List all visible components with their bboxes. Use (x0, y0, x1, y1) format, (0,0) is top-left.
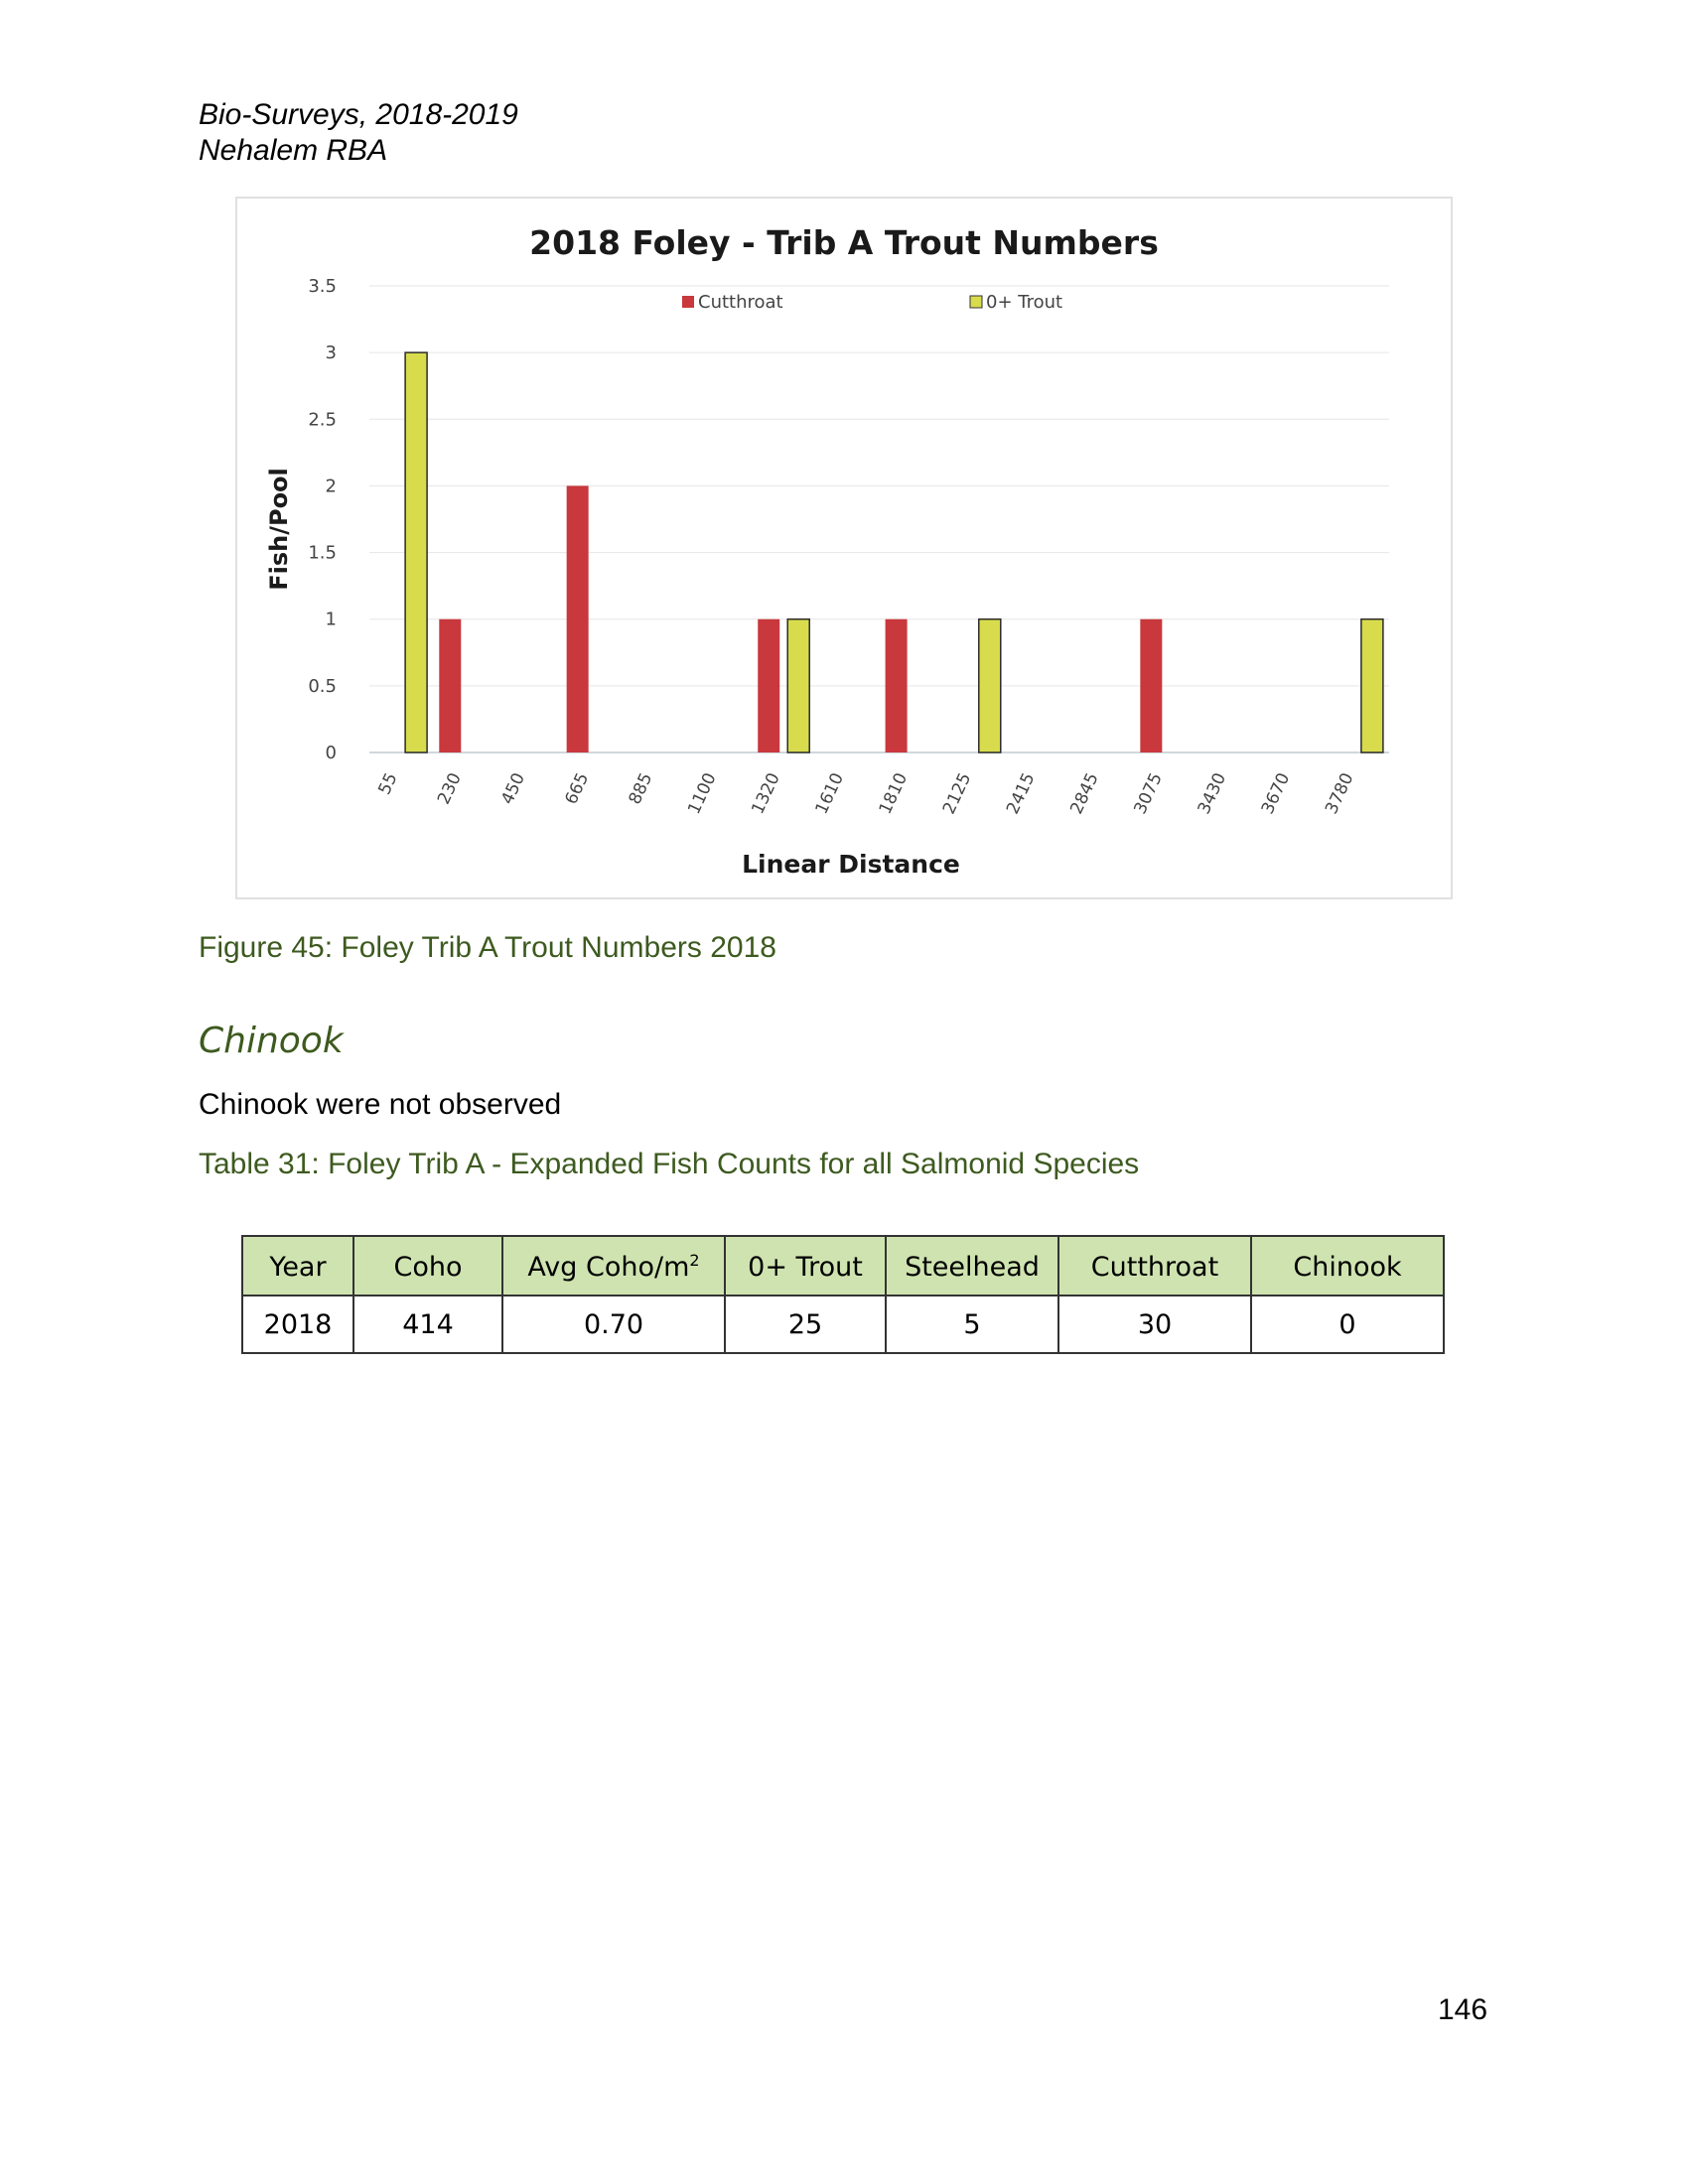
x-tick-label: 2125 (939, 770, 975, 818)
bar-cutthroat-3075 (1140, 618, 1163, 752)
figure-caption: Figure 45: Foley Trib A Trout Numbers 20… (199, 931, 776, 964)
legend-swatch-cutthroat (682, 296, 694, 308)
bar-0-trout-3780 (1360, 617, 1384, 753)
cell-steelhead: 5 (885, 1295, 1059, 1354)
legend-swatch-0-trout (969, 295, 983, 309)
y-tick-label: 0 (326, 743, 337, 763)
y-tick-label: 3.5 (308, 276, 337, 297)
bar-0-trout-55 (404, 351, 428, 753)
x-tick-label: 665 (561, 770, 593, 808)
section-heading: Chinook (199, 1021, 344, 1061)
header-line-2: Nehalem RBA (199, 134, 388, 167)
cell-chinook: 0 (1250, 1295, 1445, 1354)
header-steelhead: Steelhead (885, 1235, 1059, 1297)
x-tick-label: 1810 (876, 770, 912, 818)
legend: Cutthroat 0+ Trout (682, 292, 1062, 313)
header-coho: Coho (352, 1235, 503, 1297)
header-line-1: Bio-Surveys, 2018-2019 (199, 98, 518, 131)
cell-cutthroat: 30 (1057, 1295, 1252, 1354)
salmonid-counts-table: Year Coho Avg Coho/m2 0+ Trout Steelhead… (241, 1235, 1445, 1354)
header-avg-coho-superscript: 2 (689, 1251, 700, 1270)
x-tick-label: 1100 (684, 770, 720, 818)
x-tick-label: 885 (626, 770, 657, 808)
y-tick-label: 1.5 (308, 543, 337, 564)
chart-title: 2018 Foley - Trib A Trout Numbers (529, 223, 1159, 262)
page-number: 146 (1438, 1993, 1488, 2026)
table-row: 2018 414 0.70 25 5 30 0 (241, 1295, 1445, 1354)
cell-coho: 414 (352, 1295, 503, 1354)
bar-cutthroat-1320 (758, 618, 780, 752)
bar-cutthroat-230 (439, 618, 462, 752)
cell-avg-coho: 0.70 (501, 1295, 726, 1354)
bar-0-trout-2125 (978, 617, 1002, 753)
header-cutthroat: Cutthroat (1057, 1235, 1252, 1297)
cell-0-trout: 25 (724, 1295, 887, 1354)
x-tick-label: 1320 (748, 770, 783, 818)
table-header-row: Year Coho Avg Coho/m2 0+ Trout Steelhead… (241, 1235, 1445, 1297)
y-axis-label: Fish/Pool (265, 468, 293, 591)
x-tick-label: 2845 (1066, 770, 1102, 818)
y-tick-label: 3 (326, 342, 337, 363)
y-tick-label: 1 (326, 610, 337, 630)
x-tick-label: 1610 (812, 770, 848, 818)
cell-year: 2018 (241, 1295, 354, 1354)
bar-0-trout-1320 (786, 617, 810, 753)
bar-cutthroat-665 (566, 485, 589, 752)
section-text: Chinook were not observed (199, 1088, 562, 1121)
x-tick-label: 450 (497, 770, 529, 808)
x-tick-label: 230 (434, 770, 466, 808)
legend-label-0-trout: 0+ Trout (986, 292, 1062, 313)
header-avg-coho: Avg Coho/m2 (501, 1235, 726, 1297)
chart-frame: 0 0.5 1 1.5 2 2.5 3 3.5 55 230 450 665 885 1100 1320 1… (235, 197, 1453, 899)
bar-cutthroat-1810 (885, 618, 908, 752)
x-tick-label: 55 (374, 770, 401, 798)
y-tick-label: 2 (326, 476, 337, 496)
x-tick-label: 3670 (1258, 770, 1294, 818)
x-tick-label: 3075 (1130, 770, 1166, 818)
trout-numbers-chart: 0 0.5 1 1.5 2 2.5 3 3.5 55 230 450 665 885 1100 1320 1… (265, 223, 1389, 879)
x-axis-label: Linear Distance (742, 850, 960, 879)
header-year: Year (241, 1235, 354, 1297)
y-tick-label: 0.5 (308, 676, 337, 697)
table-caption: Table 31: Foley Trib A - Expanded Fish C… (199, 1148, 1140, 1180)
legend-label-cutthroat: Cutthroat (698, 292, 783, 313)
header-chinook: Chinook (1250, 1235, 1445, 1297)
x-tick-label: 3780 (1322, 770, 1357, 818)
x-tick-label: 2415 (1003, 770, 1039, 818)
running-header: Bio-Surveys, 2018-2019 Nehalem RBA (199, 97, 518, 169)
y-tick-label: 2.5 (308, 409, 337, 430)
x-tick-label: 3430 (1195, 770, 1230, 818)
header-avg-coho-text: Avg Coho/m (527, 1252, 690, 1283)
header-0-trout: 0+ Trout (724, 1235, 887, 1297)
